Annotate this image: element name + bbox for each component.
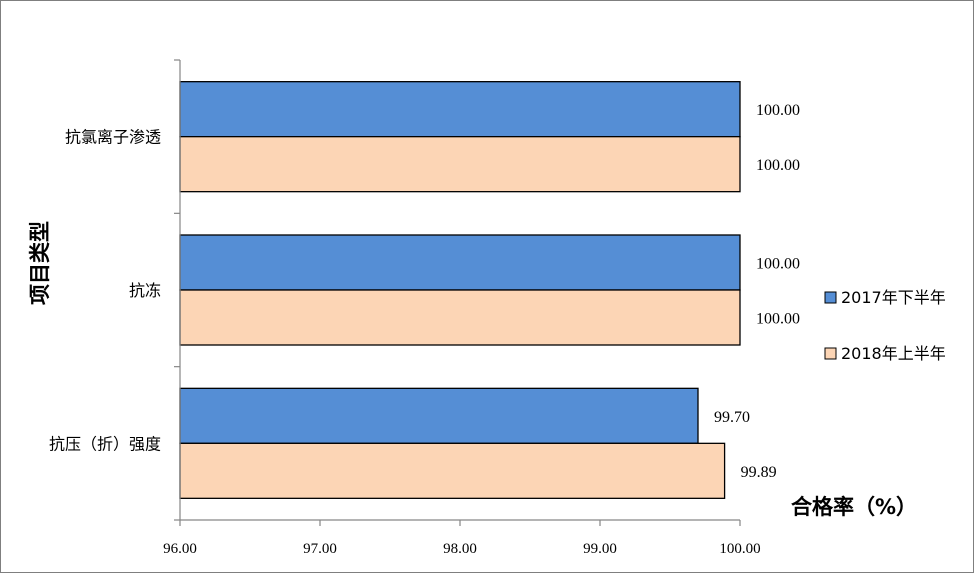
bar	[179, 81, 741, 138]
data-label: 100.00	[756, 256, 800, 273]
x-axis-title: 合格率（%）	[791, 495, 917, 519]
data-label: 99.89	[741, 464, 777, 481]
x-tick-label: 100.00	[719, 541, 760, 557]
bar	[179, 442, 726, 499]
data-label: 100.00	[756, 157, 800, 174]
category-label: 抗冻	[129, 281, 161, 300]
category-label: 抗压（折）强度	[49, 434, 161, 453]
bars-group	[179, 81, 741, 499]
legend-swatch-2018	[824, 347, 837, 360]
data-labels-group: 100.00 100.00 100.00 100.00 99.70 99.89	[714, 102, 800, 481]
x-ticks-group: 96.00 97.00 98.00 99.00 100.00	[163, 520, 761, 557]
y-axis-title: 项目类型	[28, 221, 52, 305]
x-tick-label: 97.00	[303, 541, 337, 557]
data-label: 100.00	[756, 102, 800, 119]
bar	[179, 136, 741, 193]
x-tick-label: 98.00	[443, 541, 477, 557]
bar	[179, 387, 699, 444]
category-label: 抗氯离子渗透	[65, 128, 161, 147]
legend-label-2018: 2018年上半年	[841, 344, 946, 363]
legend-label-2017: 2017年下半年	[841, 288, 946, 307]
legend: 2017年下半年 2018年上半年	[824, 288, 946, 363]
legend-swatch-2017	[824, 291, 837, 304]
data-label: 99.70	[714, 409, 750, 426]
bar	[179, 289, 741, 346]
bar	[179, 234, 741, 291]
x-tick-label: 99.00	[583, 541, 617, 557]
data-label: 100.00	[756, 311, 800, 328]
x-tick-label: 96.00	[163, 541, 197, 557]
